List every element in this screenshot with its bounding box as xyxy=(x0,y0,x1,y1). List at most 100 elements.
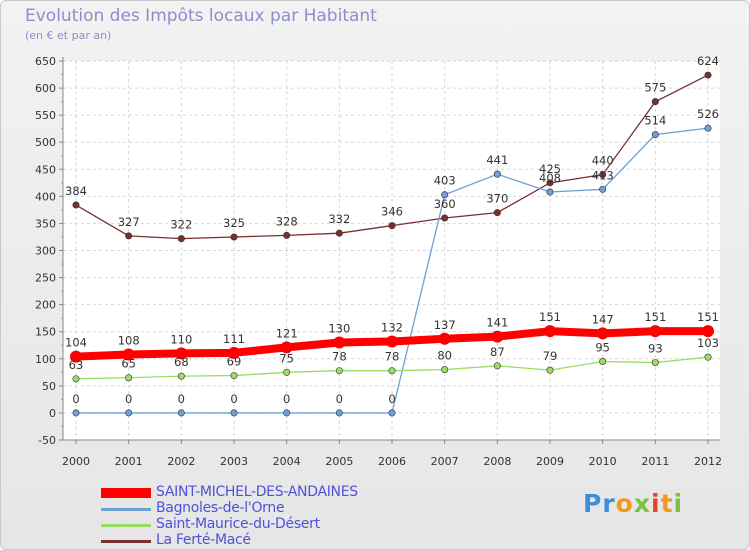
y-tick-label: 50 xyxy=(42,380,56,393)
legend-swatch xyxy=(101,523,151,527)
data-label: 151 xyxy=(644,310,666,324)
data-label: 384 xyxy=(65,184,87,198)
data-point xyxy=(599,171,607,179)
data-label: 0 xyxy=(125,392,132,406)
data-label: 110 xyxy=(170,332,192,346)
data-point xyxy=(70,350,82,363)
x-tick-label: 2010 xyxy=(589,455,617,468)
data-point xyxy=(544,325,556,338)
data-point xyxy=(493,209,501,217)
data-label: 360 xyxy=(434,197,456,211)
data-point xyxy=(491,330,504,343)
data-label: 403 xyxy=(434,174,456,188)
data-label: 147 xyxy=(592,312,614,326)
x-tick-label: 2001 xyxy=(115,455,143,468)
y-tick-label: 200 xyxy=(35,299,56,312)
y-tick-label: 650 xyxy=(35,55,56,68)
data-label: 575 xyxy=(644,81,666,95)
data-point xyxy=(228,346,240,359)
x-tick-label: 2012 xyxy=(694,455,722,468)
data-point xyxy=(335,229,343,237)
data-point xyxy=(283,231,291,239)
data-label: 327 xyxy=(118,215,140,229)
data-label: 75 xyxy=(279,351,294,365)
y-tick-label: 400 xyxy=(35,190,56,203)
data-point xyxy=(125,232,133,240)
y-tick-label: 550 xyxy=(35,109,56,122)
data-point xyxy=(125,409,133,417)
x-tick-label: 2007 xyxy=(431,455,459,468)
data-label: 0 xyxy=(388,392,395,406)
data-point xyxy=(388,367,396,375)
data-label: 425 xyxy=(539,162,561,176)
data-point xyxy=(333,336,346,349)
x-tick-label: 2009 xyxy=(536,455,564,468)
data-point xyxy=(122,348,135,361)
data-label: 151 xyxy=(697,310,719,324)
chart-subtitle: (en € et par an) xyxy=(25,29,112,42)
data-point xyxy=(388,222,396,230)
data-point xyxy=(280,341,293,354)
data-point xyxy=(599,185,607,193)
data-label: 332 xyxy=(328,212,350,226)
data-point xyxy=(335,409,343,417)
data-label: 346 xyxy=(381,205,403,219)
legend-label: Bagnoles-de-l'Orne xyxy=(156,500,285,516)
data-point xyxy=(72,409,80,417)
data-label: 0 xyxy=(283,392,290,406)
data-point xyxy=(386,335,398,348)
data-label: 408 xyxy=(539,171,561,185)
data-label: 104 xyxy=(65,336,87,350)
data-label: 440 xyxy=(592,154,614,168)
data-label: 121 xyxy=(276,326,298,340)
data-label: 624 xyxy=(697,54,719,68)
legend-label: La Ferté-Macé xyxy=(156,532,251,548)
data-label: 63 xyxy=(69,358,84,372)
data-label: 132 xyxy=(381,320,403,334)
data-label: 78 xyxy=(385,350,400,364)
data-point xyxy=(493,362,501,370)
data-label: 108 xyxy=(118,333,140,347)
data-label: 103 xyxy=(697,336,719,350)
data-label: 87 xyxy=(490,345,505,359)
x-tick-label: 2004 xyxy=(273,455,301,468)
data-label: 0 xyxy=(230,392,237,406)
data-point xyxy=(596,327,609,340)
data-point xyxy=(230,233,238,241)
data-point xyxy=(441,366,449,374)
y-tick-label: 350 xyxy=(35,217,56,230)
data-point xyxy=(546,366,554,374)
chart-title: Evolution des Impôts locaux par Habitant xyxy=(25,6,377,26)
x-tick-label: 2000 xyxy=(62,455,90,468)
y-tick-label: 150 xyxy=(35,326,56,339)
data-point xyxy=(546,188,554,196)
data-label: 413 xyxy=(592,168,614,182)
data-point xyxy=(438,332,451,345)
data-point xyxy=(388,409,396,417)
data-point xyxy=(72,375,80,383)
data-point xyxy=(230,409,238,417)
data-label: 441 xyxy=(486,153,508,167)
x-tick-label: 2011 xyxy=(641,455,669,468)
data-label: 322 xyxy=(170,218,192,232)
x-tick-label: 2002 xyxy=(167,455,195,468)
legend-label: SAINT-MICHEL-DES-ANDAINES xyxy=(156,484,358,500)
data-point xyxy=(72,201,80,209)
y-tick-label: 250 xyxy=(35,272,56,285)
legend-swatch xyxy=(101,507,151,511)
y-tick-label: 500 xyxy=(35,136,56,149)
data-label: 79 xyxy=(543,349,558,363)
data-point xyxy=(177,235,185,243)
data-point xyxy=(651,98,659,106)
x-tick-label: 2008 xyxy=(483,455,511,468)
data-label: 137 xyxy=(434,318,456,332)
y-tick-label: 450 xyxy=(35,163,56,176)
data-label: 0 xyxy=(336,392,343,406)
data-label: 0 xyxy=(72,392,79,406)
data-label: 526 xyxy=(697,107,719,121)
legend-label: Saint-Maurice-du-Désert xyxy=(156,516,320,532)
data-point xyxy=(649,325,662,338)
data-point xyxy=(177,409,185,417)
data-label: 111 xyxy=(223,332,245,346)
